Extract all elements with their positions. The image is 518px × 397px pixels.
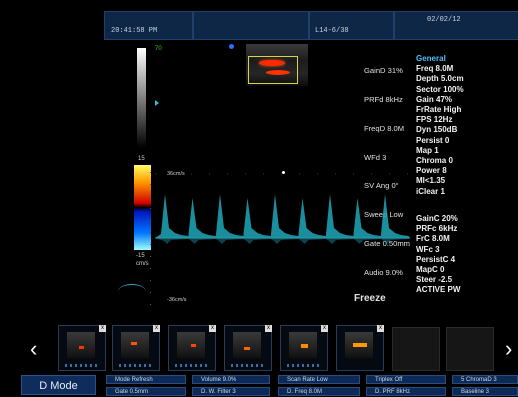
thumbnail-2[interactable]: x (112, 325, 160, 371)
thumbnail-empty-slot (446, 327, 494, 371)
thumbnail-image (177, 332, 205, 358)
param-item: Steer -2.5 (416, 275, 453, 285)
param-item: GainC 20% (416, 214, 458, 223)
param-item: Sector 100% (416, 84, 464, 94)
bmode-image (246, 44, 308, 86)
thumbnail-waveform (65, 364, 99, 367)
velocity-bottom-label: -36cm/s (167, 297, 187, 303)
doppler-params: GainD 31% PRFd 8kHz FreqD 8.0M WFd 3 SV … (364, 47, 410, 287)
thumbnail-waveform (231, 364, 265, 367)
thumbnail-waveform (287, 364, 321, 367)
probe-box: L14-6/38 (309, 11, 394, 40)
param-item: WFc 3 (416, 244, 440, 254)
param-item: GainD 31% (364, 66, 403, 76)
thumbnails-prev-button[interactable]: ‹ (30, 336, 38, 361)
triplex-button[interactable]: Triplex Off (366, 375, 446, 384)
param-item: SV Ang 0° (364, 181, 399, 191)
close-icon[interactable]: x (377, 325, 384, 332)
baseline-button[interactable]: Baseline 3 (452, 387, 518, 396)
param-item: FrRate High (416, 105, 462, 115)
param-item: FPS 12Hz (416, 115, 453, 125)
mode-refresh-button[interactable]: Mode Refresh (106, 375, 186, 384)
doppler-prf-button[interactable]: D. PRF 8kHz (366, 387, 446, 396)
velocity-scale-ticks (150, 172, 151, 307)
general-params: General Freq 8.0M Depth 5.0cm Sector 100… (416, 54, 464, 197)
thumbnail-6[interactable]: x (336, 325, 384, 371)
color-scale-top: 15 (138, 156, 145, 162)
thumbnail-1[interactable]: x (58, 325, 106, 371)
doppler-freq-button[interactable]: D. Freq 8.0M (278, 387, 360, 396)
gate-button[interactable]: Gate 0.5mm (106, 387, 186, 396)
param-item: PersistC 4 (416, 254, 456, 264)
thumbnail-image (233, 332, 261, 358)
color-scale-unit: cm/s (136, 261, 149, 267)
close-icon[interactable]: x (153, 325, 160, 332)
baseline-icon (118, 284, 146, 299)
param-item: Gain 47% (416, 94, 453, 104)
thumbnail-3[interactable]: x (168, 325, 216, 371)
param-item: MapC 0 (416, 265, 445, 275)
thumbnail-waveform (119, 364, 153, 367)
color-scale-bottom: -15 (136, 253, 145, 259)
freeze-status: Freeze (354, 293, 386, 304)
spectral-doppler-display: 36cm/s -36cm/s (155, 171, 410, 307)
scan-rate-button[interactable]: Scan Rate Low (278, 375, 360, 384)
color-flow-signal (259, 60, 285, 66)
thumbnail-waveform (175, 364, 209, 367)
param-item: Audio 9.0% (364, 267, 403, 277)
color-flow-signal (266, 70, 290, 75)
close-icon[interactable]: x (209, 325, 216, 332)
param-item: PRFd 8kHz (364, 94, 403, 104)
thumbnail-5[interactable]: x (280, 325, 328, 371)
color-roi-box[interactable] (248, 56, 298, 84)
param-item: Dyn 150dB (416, 125, 458, 135)
param-item: Power 8 (416, 166, 447, 176)
thumbnails-next-button[interactable]: › (505, 336, 513, 361)
param-item: Sweep Low (364, 210, 410, 220)
param-item: MI<1.35 (416, 176, 446, 186)
time-box: 20:41:58 PM (104, 11, 193, 40)
probe-label: L14-6/38 (315, 27, 349, 35)
general-header: General (416, 54, 446, 63)
param-item: PRFc 6kHz (416, 224, 458, 234)
status-box (193, 11, 309, 40)
color-params: GainC 20% PRFc 6kHz FrC 8.0M WFc 3 Persi… (416, 214, 460, 296)
param-item: FrC 8.0M (416, 234, 450, 244)
param-item: WFd 3 (364, 152, 387, 162)
spectral-waveform (155, 173, 410, 244)
param-item: Chroma 0 (416, 156, 453, 166)
close-icon[interactable]: x (99, 325, 106, 332)
param-item: Map 1 (416, 145, 439, 155)
thumbnail-empty-slot (392, 327, 440, 371)
param-item: ACTIVE PW (416, 285, 461, 295)
grayscale-bar (137, 48, 146, 148)
date-label: 02/02/12 (427, 16, 461, 24)
thumbnail-image (289, 332, 317, 358)
param-item: Gate 0.50mm (364, 238, 411, 248)
depth-marker: 70 (155, 46, 162, 52)
close-icon[interactable]: x (321, 325, 328, 332)
param-item: Depth 5.0cm (416, 74, 464, 84)
color-scale-bar (134, 165, 151, 250)
close-icon[interactable]: x (265, 325, 272, 332)
thumbnail-image (345, 332, 373, 358)
cursor-dot (282, 171, 285, 174)
thumbnail-4[interactable]: x (224, 325, 272, 371)
probe-orientation-icon (229, 44, 234, 49)
chroma-button[interactable]: 5 ChromaD 3 (452, 375, 518, 384)
thumbnail-image (67, 332, 95, 358)
focus-marker-icon (155, 100, 159, 106)
velocity-top-label: 36cm/s (167, 171, 185, 177)
param-item: Freq 8.0M (416, 64, 454, 74)
param-item: Persist 0 (416, 135, 450, 145)
top-status-bar: 20:41:58 PM L14-6/38 02/02/12 (0, 0, 518, 44)
date-box: 02/02/12 (394, 11, 518, 40)
param-item: FreqD 8.0M (364, 123, 405, 133)
volume-button[interactable]: Volume 9.0% (192, 375, 270, 384)
thumbnail-image (121, 332, 149, 358)
wall-filter-button[interactable]: D. W. Filter 3 (192, 387, 270, 396)
time-label: 20:41:58 PM (111, 27, 158, 35)
mode-button[interactable]: D Mode (21, 375, 96, 395)
param-item: iClear 1 (416, 186, 445, 196)
